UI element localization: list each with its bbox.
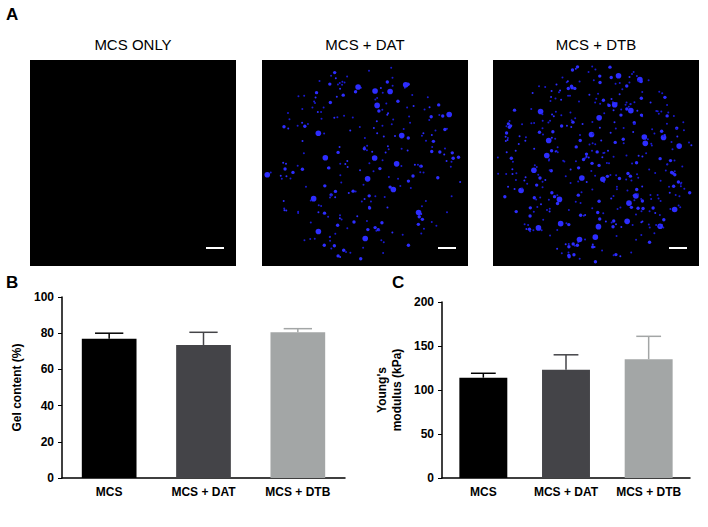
svg-text:60: 60 [41, 362, 55, 376]
svg-text:B: B [6, 273, 18, 292]
svg-text:50: 50 [421, 427, 435, 441]
svg-text:Gel content (%): Gel content (%) [10, 343, 24, 431]
svg-text:200: 200 [414, 295, 434, 309]
svg-text:MCS + DTB: MCS + DTB [265, 485, 330, 499]
svg-text:modulus (kPa): modulus (kPa) [390, 349, 404, 432]
svg-text:150: 150 [414, 339, 434, 353]
svg-text:MCS + DTB: MCS + DTB [556, 36, 636, 53]
svg-text:A: A [6, 5, 18, 24]
svg-text:MCS + DAT: MCS + DAT [171, 485, 236, 499]
svg-text:MCS: MCS [470, 485, 497, 499]
svg-text:100: 100 [34, 290, 54, 304]
svg-text:0: 0 [427, 471, 434, 485]
svg-text:0: 0 [47, 471, 54, 485]
svg-text:MCS + DAT: MCS + DAT [534, 485, 599, 499]
svg-text:MCS ONLY: MCS ONLY [94, 36, 171, 53]
svg-text:MCS: MCS [96, 485, 123, 499]
svg-text:80: 80 [41, 326, 55, 340]
svg-text:C: C [392, 273, 404, 292]
svg-text:40: 40 [41, 399, 55, 413]
svg-text:Young's: Young's [375, 367, 389, 413]
svg-text:20: 20 [41, 435, 55, 449]
svg-text:MCS + DTB: MCS + DTB [616, 485, 681, 499]
svg-text:100: 100 [414, 383, 434, 397]
svg-text:MCS + DAT: MCS + DAT [325, 36, 404, 53]
